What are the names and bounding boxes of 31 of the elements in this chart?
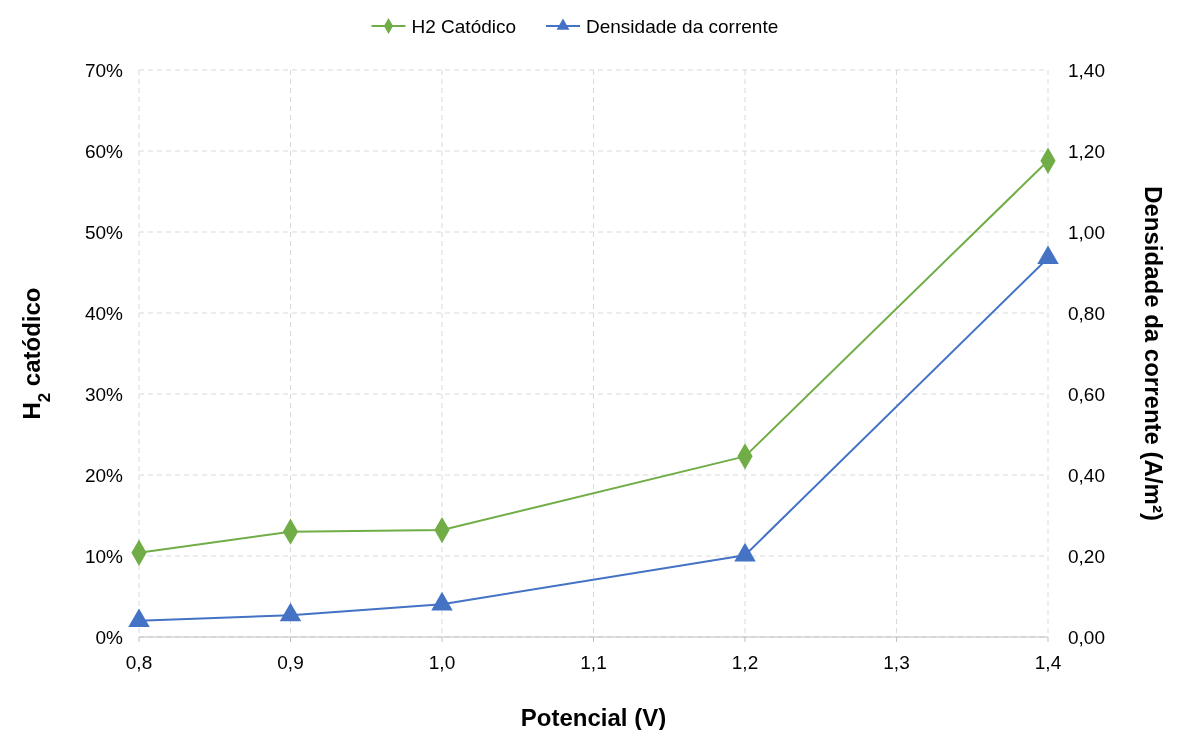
y2-tick-label: 0,20 <box>1068 546 1105 567</box>
x-tick-label: 0,9 <box>277 652 304 673</box>
y-tick-label: 10% <box>84 546 124 567</box>
y2-tick-label: 1,40 <box>1068 60 1105 81</box>
y2-tick-label: 0,60 <box>1068 384 1105 405</box>
x-tick-label: 1,4 <box>1034 652 1062 673</box>
y-tick-label: 20% <box>84 465 124 486</box>
y-tick-label: 70% <box>84 60 124 81</box>
x-tick-label: 1,0 <box>428 652 456 673</box>
y2-tick-label: 0,40 <box>1068 465 1105 486</box>
point <box>431 591 453 611</box>
point <box>128 608 150 627</box>
y-tick-label: 40% <box>84 303 124 324</box>
y2-axis-title: Densidade da corrente (A/m²) <box>1140 186 1167 521</box>
y-tick-label: 50% <box>84 222 124 243</box>
y-tick-label: 30% <box>84 384 124 405</box>
point <box>734 542 756 562</box>
point <box>279 602 302 622</box>
x-tick-label: 1,2 <box>731 652 759 673</box>
legend-label: H2 Catódico <box>411 16 517 37</box>
y-tick-label: 0% <box>95 627 124 648</box>
legend-label: Densidade da corrente <box>586 16 779 37</box>
y2-tick-label: 1,20 <box>1068 141 1105 162</box>
point <box>1037 245 1059 265</box>
x-tick-label: 1,3 <box>883 652 910 673</box>
y2-tick-label: 1,00 <box>1068 222 1105 243</box>
y2-tick-label: 0,00 <box>1068 627 1105 648</box>
y2-tick-label: 0,80 <box>1068 303 1105 324</box>
y-tick-label: 60% <box>84 141 124 162</box>
x-tick-label: 0,8 <box>125 652 153 673</box>
x-tick-label: 1,1 <box>580 652 607 673</box>
